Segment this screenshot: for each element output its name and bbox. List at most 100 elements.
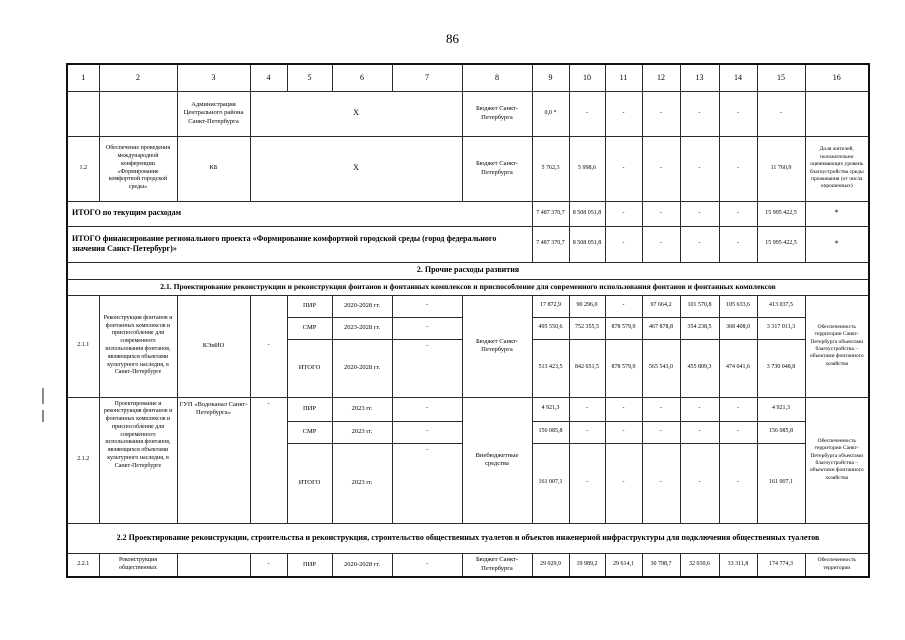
value-cell: 8 508 051,8 xyxy=(568,225,606,263)
dash-cell: - xyxy=(391,442,463,524)
value-cell: 455 809,3 xyxy=(679,338,720,398)
row-2-1-2-pir: 2.1.2 Проектирование и реконструкция фон… xyxy=(66,396,870,524)
years-cell: 2020-2028 гг. xyxy=(331,338,393,398)
column-number-cell: 3 xyxy=(176,63,251,92)
dash-cell: - xyxy=(391,552,463,578)
value-cell: - xyxy=(568,442,606,524)
note-cell: * xyxy=(804,200,870,227)
dash-cell: - xyxy=(391,338,463,398)
value-cell: - xyxy=(679,225,720,263)
years-cell: 2023 гг. xyxy=(331,442,393,524)
value-cell: - xyxy=(641,200,681,227)
stage-cell: ИТОГО xyxy=(286,338,333,398)
years-cell: 2023-2028 гг. xyxy=(331,316,393,340)
budget-source-cell: Внебюджетные средства xyxy=(461,396,533,524)
value-cell: 842 651,5 xyxy=(568,338,606,398)
budget-source-cell: Бюджет Санкт-Петербурга xyxy=(461,552,533,578)
indicator-cell: Доля жителей, положительно оценивающих у… xyxy=(804,135,870,202)
section-2-2-header: 2.2 Проектирование реконструкции, строит… xyxy=(66,522,870,554)
column-number-cell: 10 xyxy=(568,63,606,92)
column-number-cell: 16 xyxy=(804,63,870,92)
value-cell: - xyxy=(679,442,720,524)
column-number-cell: 14 xyxy=(718,63,758,92)
value-cell: 7 487 370,7 xyxy=(531,225,570,263)
row-total-project: ИТОГО финансирование регионального проек… xyxy=(66,225,870,263)
value-cell: 161 007,1 xyxy=(756,442,806,524)
value-cell: - xyxy=(718,135,758,202)
column-number-cell: 15 xyxy=(756,63,806,92)
value-cell: - xyxy=(604,90,643,137)
column-number-cell: 6 xyxy=(331,63,393,92)
value-cell: - xyxy=(679,135,720,202)
stage-cell: ПИР xyxy=(286,396,333,422)
value-cell: - xyxy=(604,396,643,422)
value-cell: - xyxy=(604,200,643,227)
note-cell: * xyxy=(804,225,870,263)
value-cell: 29 614,1 xyxy=(604,552,643,578)
value-cell: - xyxy=(641,396,681,422)
value-cell: 413 037,5 xyxy=(756,294,806,318)
value-cell: 105 633,6 xyxy=(718,294,758,318)
page-number: 86 xyxy=(446,31,459,46)
column-number-cell: 8 xyxy=(461,63,533,92)
value-cell: - xyxy=(604,294,643,318)
executor-cell: КБ xyxy=(176,135,251,202)
value-cell: 7 487 370,7 xyxy=(531,200,570,227)
value-cell: 11 760,9 xyxy=(756,135,806,202)
row-2-2-1: 2.2.1 Реконструкция общественных - ПИР 2… xyxy=(66,552,870,578)
measure-name-cell xyxy=(98,90,178,137)
value-cell: 156 085,8 xyxy=(756,420,806,444)
column-number-cell: 2 xyxy=(98,63,178,92)
value-cell: 4 921,3 xyxy=(531,396,570,422)
stage-cell: СМР xyxy=(286,420,333,444)
row-2-1-1-pir: 2.1.1 Реконструкция фонтанов и фонтанных… xyxy=(66,294,870,398)
value-cell: - xyxy=(641,90,681,137)
column-number-row: 1 2 3 4 5 6 7 8 9 10 11 12 13 14 15 16 xyxy=(66,63,870,92)
column-number-cell: 11 xyxy=(604,63,643,92)
value-cell: - xyxy=(641,420,681,444)
value-cell: 752 355,5 xyxy=(568,316,606,340)
row-total-current: ИТОГО по текущим расходам 7 487 370,7 8 … xyxy=(66,200,870,227)
stage-cell: ПИР xyxy=(286,294,333,318)
section-2-1-header: 2.1. Проектирование реконструкции и реко… xyxy=(66,278,870,296)
indicator-cell: Обеспеченность территории Санкт-Петербур… xyxy=(804,294,870,398)
row-number-cell xyxy=(66,90,100,137)
dash-cell: - xyxy=(249,294,288,398)
measure-name-cell: Реконструкция фонтанов и фонтанных компл… xyxy=(98,294,178,398)
value-cell: 467 878,8 xyxy=(641,316,681,340)
years-cell: 2020-2028 гг. xyxy=(331,552,393,578)
value-cell: 4 921,3 xyxy=(756,396,806,422)
value-cell: - xyxy=(679,420,720,444)
x-cell: X xyxy=(249,90,463,137)
value-cell: 495 550,6 xyxy=(531,316,570,340)
row-number-cell: 1.2 xyxy=(66,135,100,202)
value-cell: 368 408,0 xyxy=(718,316,758,340)
value-cell: 29 029,9 xyxy=(531,552,570,578)
indicator-cell: Обеспеченность территории xyxy=(804,552,870,578)
budget-source-cell: Бюджет Санкт-Петербурга xyxy=(461,135,533,202)
value-cell: 19 989,2 xyxy=(568,552,606,578)
row-number-cell: 2.1.2 xyxy=(66,396,100,524)
value-cell: 5 998,6 xyxy=(568,135,606,202)
value-cell: 17 872,9 xyxy=(531,294,570,318)
column-number-cell: 4 xyxy=(249,63,288,92)
column-number-cell: 12 xyxy=(641,63,681,92)
value-cell: - xyxy=(568,396,606,422)
years-cell: 2023 гг. xyxy=(331,420,393,444)
column-number-cell: 5 xyxy=(286,63,333,92)
section-2-row: 2. Прочие расходы развития xyxy=(66,261,870,280)
value-cell: - xyxy=(718,420,758,444)
row-number-cell: 2.1.1 xyxy=(66,294,100,398)
value-cell: - xyxy=(679,200,720,227)
section-2-2-row: 2.2 Проектирование реконструкции, строит… xyxy=(66,522,870,554)
executor-cell: Администрация Центрального района Санкт-… xyxy=(176,90,251,137)
column-number-cell: 1 xyxy=(66,63,100,92)
indicator-cell: Обеспеченность территории Санкт-Петербур… xyxy=(804,396,870,524)
value-cell: 161 007,1 xyxy=(531,442,570,524)
value-cell: - xyxy=(718,90,758,137)
value-cell: 30 798,7 xyxy=(641,552,681,578)
row-2-1-1-smr: СМР 2023-2028 гг. - 495 550,6 752 355,5 … xyxy=(67,316,869,340)
value-cell: 513 423,5 xyxy=(531,338,570,398)
value-cell: - xyxy=(604,442,643,524)
